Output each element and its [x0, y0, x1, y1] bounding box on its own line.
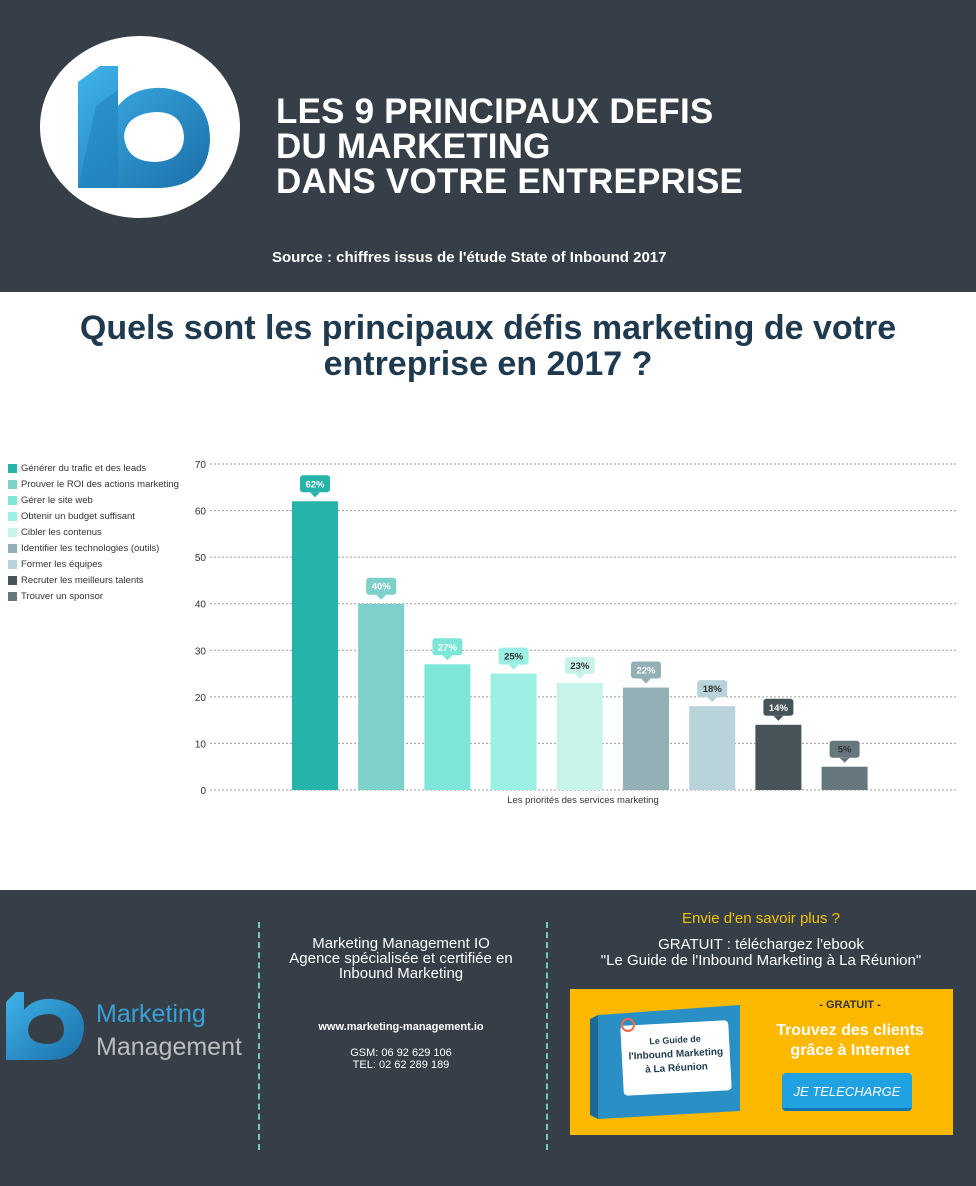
company-tagline-2: Inbound Marketing [338, 965, 464, 982]
data-label-pointer [508, 664, 519, 670]
ebook-title: "Le Guide de l'Inbound Marketing à La Ré… [600, 952, 922, 969]
data-label-bubble [564, 656, 595, 674]
bar [623, 687, 669, 790]
footer-divider-left [258, 922, 260, 1150]
legend-swatch [8, 544, 17, 553]
data-label: 23% [570, 661, 590, 672]
data-label-pointer [376, 594, 387, 600]
bar [689, 706, 736, 790]
promo-headline-2: grâce à Internet [790, 1042, 910, 1059]
footer-brand-management: Management [96, 1033, 242, 1061]
legend-label: Trouver un sponsor [21, 591, 104, 602]
legend-label: Former les équipes [21, 559, 103, 570]
y-tick-label: 20 [195, 693, 207, 704]
source-note: Source : chiffres issus de l'étude State… [272, 249, 667, 266]
data-label: 27% [438, 642, 458, 653]
bar [755, 724, 802, 790]
data-label-bubble [300, 475, 330, 493]
title-line-1: LES 9 PRINCIPAUX DEFIS [276, 92, 714, 131]
footer-divider-right [546, 922, 548, 1150]
legend-label: Recruter les meilleurs talents [21, 575, 144, 586]
y-tick-label: 50 [195, 553, 207, 564]
company-website-link[interactable]: www.marketing-management.io [318, 1021, 484, 1033]
legend-label: Cibler les contenus [21, 527, 102, 538]
data-label-pointer [641, 678, 651, 684]
ebook-promo-banner[interactable]: Le Guide de l'Inbound Marketing à La Réu… [570, 989, 953, 1135]
bar [292, 501, 338, 790]
legend-swatch [8, 496, 17, 505]
bar [424, 664, 471, 790]
data-label: 40% [372, 582, 392, 593]
data-label: 5% [838, 745, 852, 756]
title-line-3: DANS VOTRE ENTREPRISE [276, 162, 744, 201]
footer-brand-marketing: Marketing [96, 1000, 206, 1028]
data-label-pointer [839, 757, 850, 763]
data-label: 25% [504, 652, 524, 663]
bar [821, 766, 868, 790]
envie-heading: Envie d'en savoir plus ? [682, 910, 840, 927]
legend-swatch [8, 528, 17, 537]
company-gsm: GSM: 06 92 629 106 [350, 1047, 452, 1059]
y-tick-label: 10 [195, 739, 207, 750]
book-title-line-1: Le Guide de [649, 1034, 701, 1047]
bar [556, 682, 603, 790]
ebook-cover-icon: Le Guide de l'Inbound Marketing à La Réu… [590, 1005, 740, 1119]
legend-swatch [8, 592, 17, 601]
legend-swatch [8, 560, 17, 569]
data-label-bubble [498, 647, 529, 665]
ebook-gratuit-line: GRATUIT : téléchargez l'ebook [658, 936, 864, 953]
data-label-bubble [829, 740, 860, 758]
ebook-offer: Envie d'en savoir plus ? GRATUIT : téléc… [556, 910, 966, 969]
data-label-bubble [366, 577, 397, 595]
bar [490, 673, 537, 790]
data-label-pointer [707, 697, 718, 703]
company-info: Marketing Management IO Agence spécialis… [262, 936, 540, 1071]
data-label-pointer [442, 655, 453, 661]
x-axis-label: Les priorités des services marketing [507, 795, 659, 806]
company-tel: TEL: 02 62 289 189 [352, 1059, 450, 1071]
book-title-line-3: à La Réunion [645, 1061, 708, 1075]
bar [358, 603, 405, 790]
legend-label: Identifier les technologies (outils) [21, 543, 160, 554]
promo-gratuit: - GRATUIT - [819, 999, 881, 1011]
company-name: Marketing Management IO [312, 935, 490, 952]
legend-swatch [8, 480, 17, 489]
footer: Marketing Management Marketing Managemen… [0, 890, 976, 1186]
legend-label: Prouver le ROI des actions marketing [21, 479, 179, 490]
data-label-pointer [310, 492, 320, 498]
legend-swatch [8, 512, 17, 521]
download-button[interactable]: JE TELECHARGE [782, 1073, 912, 1111]
title-line-2: DU MARKETING [276, 127, 551, 166]
y-tick-label: 30 [195, 646, 207, 657]
chart-question: Quels sont les principaux défis marketin… [79, 309, 897, 383]
data-label-bubble [763, 698, 794, 716]
data-label-bubble [631, 661, 661, 679]
data-label-pointer [574, 673, 585, 679]
data-label: 14% [769, 703, 789, 714]
legend-label: Obtenir un budget suffisant [21, 511, 135, 522]
y-tick-label: 40 [195, 600, 207, 611]
legend-label: Générer du trafic et des leads [21, 463, 147, 474]
promo-headline-1: Trouvez des clients [776, 1022, 924, 1039]
company-tagline-1: Agence spécialisée et certifiée en [289, 950, 513, 967]
data-label: 22% [636, 666, 656, 677]
legend-label: Gérer le site web [21, 495, 93, 506]
data-label-bubble [697, 680, 728, 698]
data-label-bubble [432, 638, 463, 656]
y-tick-label: 60 [195, 507, 207, 518]
logo-icon [78, 66, 210, 188]
data-label: 18% [703, 684, 723, 695]
legend-swatch [8, 464, 17, 473]
book-title-line-2: l'Inbound Marketing [628, 1047, 723, 1063]
bar-chart: 0 10 20 30 40 50 60 70 62% 40% 27% 25% 23% 22% 18% 14% 5… [195, 460, 956, 806]
data-label: 62% [305, 479, 325, 490]
y-tick-label: 0 [200, 786, 206, 797]
logo-badge [40, 36, 240, 218]
footer-logo-icon [6, 992, 84, 1060]
header-banner: LES 9 PRINCIPAUX DEFIS DU MARKETING DANS… [0, 0, 976, 292]
promo-headline: Trouvez des clients grâce à Internet [760, 1021, 940, 1061]
data-label-pointer [773, 715, 784, 721]
legend-swatch [8, 576, 17, 585]
y-tick-label: 70 [195, 460, 207, 471]
